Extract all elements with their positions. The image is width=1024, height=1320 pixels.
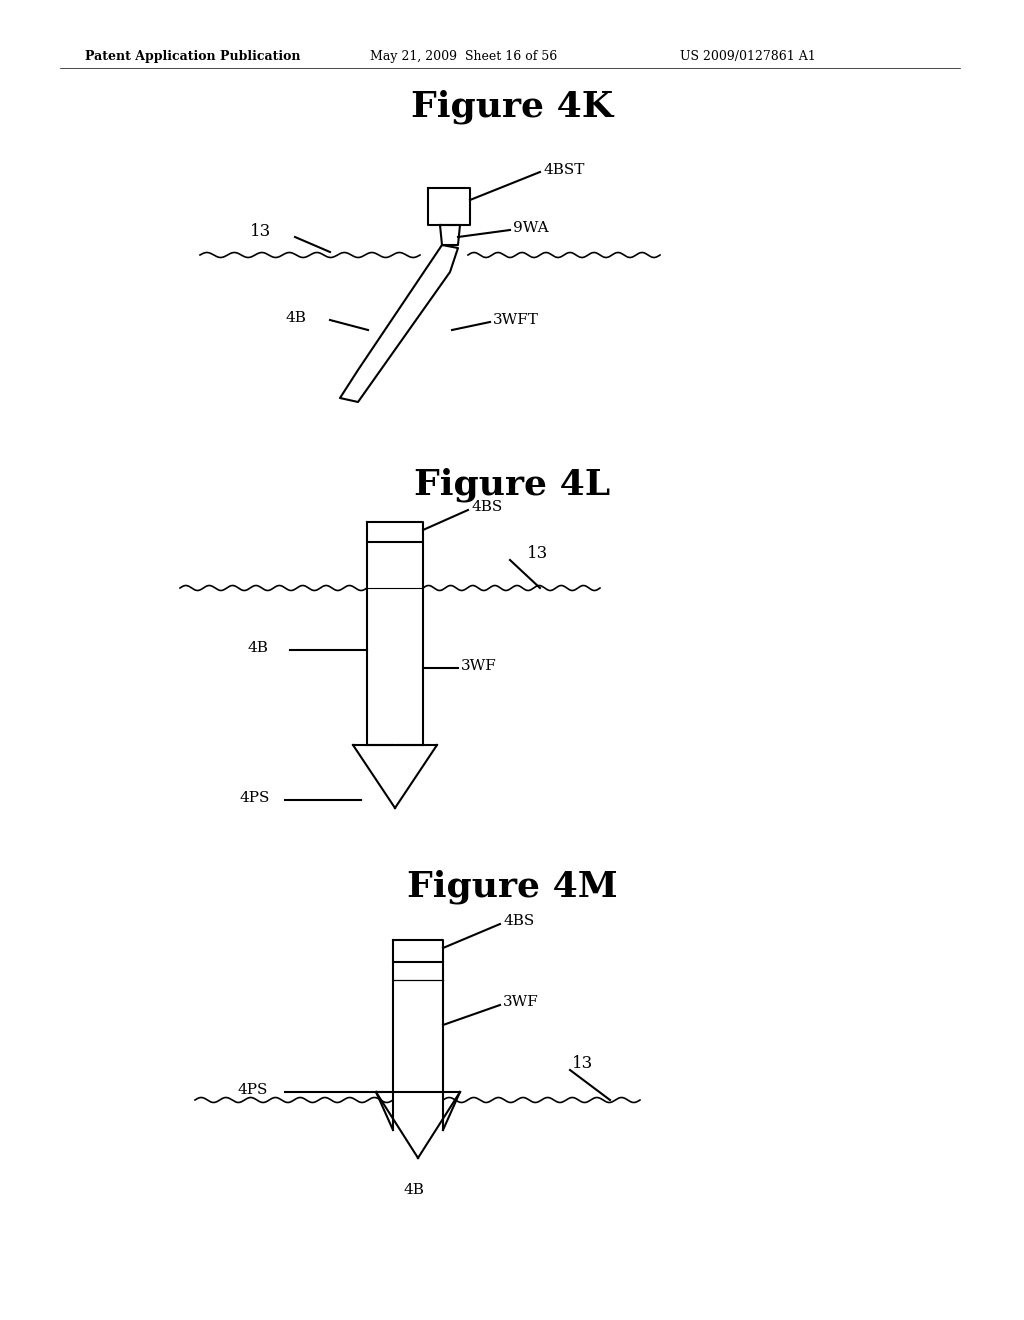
Text: Figure 4K: Figure 4K: [411, 90, 613, 124]
Text: 13: 13: [572, 1055, 593, 1072]
Text: 4BS: 4BS: [471, 500, 502, 513]
Text: 4PS: 4PS: [240, 791, 270, 805]
Text: 4BST: 4BST: [543, 162, 585, 177]
Text: Figure 4M: Figure 4M: [407, 870, 617, 904]
Text: US 2009/0127861 A1: US 2009/0127861 A1: [680, 50, 816, 63]
Text: Figure 4L: Figure 4L: [414, 469, 610, 503]
Text: 4B: 4B: [404, 1183, 425, 1197]
Text: Patent Application Publication: Patent Application Publication: [85, 50, 300, 63]
Text: 9WA: 9WA: [513, 220, 549, 235]
Text: 3WF: 3WF: [461, 659, 497, 673]
Text: 4BS: 4BS: [503, 913, 535, 928]
Text: 4PS: 4PS: [238, 1082, 268, 1097]
Text: 4B: 4B: [248, 642, 269, 655]
Text: 4B: 4B: [285, 312, 306, 325]
Text: May 21, 2009  Sheet 16 of 56: May 21, 2009 Sheet 16 of 56: [370, 50, 557, 63]
Text: 13: 13: [250, 223, 271, 240]
Text: 3WF: 3WF: [503, 995, 539, 1008]
Text: 13: 13: [527, 544, 548, 561]
Text: 3WFT: 3WFT: [493, 313, 539, 327]
